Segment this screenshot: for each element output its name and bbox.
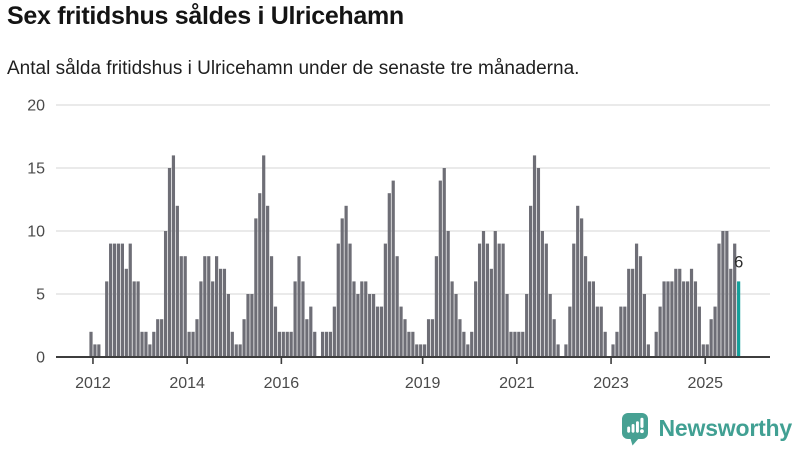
svg-text:2025: 2025 [687,375,723,392]
newsworthy-bubble-barchart-icon [621,413,648,446]
newsworthy-logo-text: Newsworthy [658,414,793,441]
svg-text:6: 6 [734,253,743,271]
newsworthy-logo: Newsworthy [619,410,792,446]
svg-text:10: 10 [27,224,45,241]
svg-text:2019: 2019 [405,375,441,392]
bar-chart-svg: 0 5 10 15 20 2012 2014 2016 2019 2021 2023 2025 6 [27,98,770,392]
svg-text:2014: 2014 [169,375,205,392]
svg-text:2023: 2023 [593,375,629,392]
svg-text:5: 5 [36,287,45,304]
chart-title: Sex fritidshus såldes i Ulricehamn [7,2,404,30]
svg-text:15: 15 [27,161,45,178]
svg-text:0: 0 [36,350,45,367]
svg-text:20: 20 [27,98,45,115]
svg-text:2012: 2012 [75,375,111,392]
svg-text:2021: 2021 [499,375,535,392]
svg-text:2016: 2016 [264,375,300,392]
chart-subtitle: Antal sålda fritidshus i Ulricehamn unde… [7,58,580,79]
